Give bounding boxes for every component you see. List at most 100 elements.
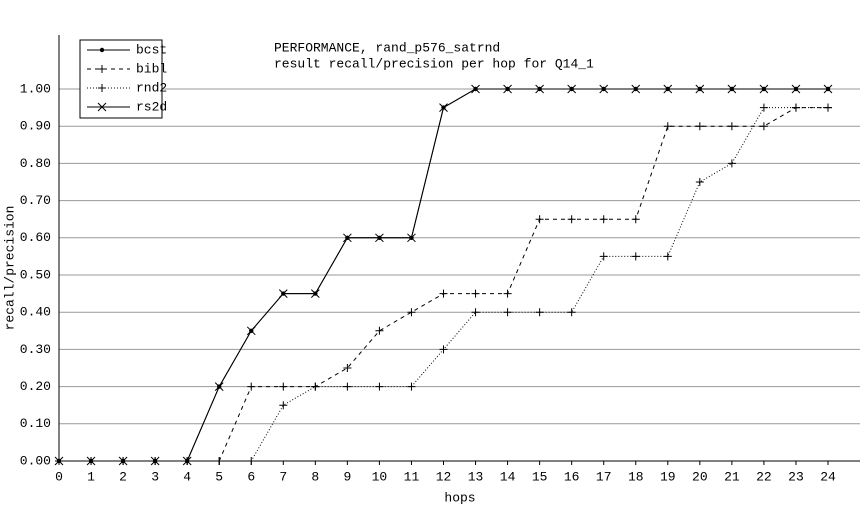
point	[439, 289, 448, 298]
x-tick-label: 7	[279, 469, 287, 484]
point	[663, 84, 673, 94]
x-tick-label: 6	[247, 469, 255, 484]
point	[599, 84, 609, 94]
point	[631, 215, 640, 224]
point	[727, 84, 737, 94]
point	[407, 308, 416, 317]
point	[375, 233, 384, 243]
legend-label: bibl	[136, 61, 167, 76]
chart-title: PERFORMANCE, rand_p576_satrnd	[274, 40, 500, 55]
point	[759, 122, 768, 131]
point	[215, 457, 224, 465]
point	[759, 103, 768, 112]
point	[567, 308, 576, 317]
point	[695, 84, 705, 94]
point	[759, 84, 769, 94]
point	[567, 215, 576, 224]
point	[824, 103, 832, 112]
series-line	[59, 107, 828, 462]
y-axis-label: recall/precision	[2, 206, 17, 331]
legend-marker	[98, 65, 106, 73]
point	[150, 456, 160, 466]
x-tick-label: 9	[343, 469, 351, 484]
y-tick-label: 0.00	[20, 453, 51, 468]
point	[631, 84, 641, 94]
point	[118, 456, 128, 466]
x-tick-label: 0	[55, 469, 63, 484]
x-tick-label: 22	[756, 469, 772, 484]
legend-marker	[98, 84, 106, 92]
point	[279, 401, 288, 410]
point	[663, 252, 672, 261]
point	[535, 308, 544, 317]
point	[407, 382, 416, 391]
chart-subtitle: result recall/precision per hop for Q14_…	[274, 56, 594, 71]
x-tick-label: 24	[820, 469, 836, 484]
x-tick-label: 14	[500, 469, 516, 484]
y-tick-label: 1.00	[20, 81, 51, 96]
point	[343, 382, 352, 391]
legend-marker	[99, 47, 105, 53]
y-tick-label: 0.90	[20, 119, 51, 134]
point	[407, 233, 416, 243]
point	[503, 84, 512, 94]
point	[182, 456, 192, 466]
point	[439, 103, 448, 112]
point	[54, 456, 64, 466]
y-tick-label: 0.20	[20, 379, 51, 394]
point	[663, 122, 672, 131]
point	[503, 308, 512, 317]
point	[823, 84, 833, 94]
point	[567, 84, 577, 94]
point	[791, 103, 800, 112]
x-tick-label: 18	[628, 469, 644, 484]
point	[727, 159, 736, 168]
point	[214, 382, 224, 391]
point	[535, 84, 544, 94]
point	[631, 252, 640, 261]
x-tick-label: 1	[87, 469, 95, 484]
x-tick-label: 11	[404, 469, 420, 484]
y-tick-label: 0.70	[20, 193, 51, 208]
point	[599, 252, 608, 261]
series-line	[59, 107, 828, 462]
x-tick-label: 23	[788, 469, 804, 484]
point	[503, 289, 512, 298]
x-tick-label: 12	[436, 469, 452, 484]
point	[471, 84, 480, 94]
point	[535, 215, 544, 224]
point	[791, 84, 801, 94]
point	[247, 457, 256, 465]
point	[343, 233, 352, 243]
x-tick-label: 13	[468, 469, 484, 484]
x-tick-label: 4	[183, 469, 191, 484]
x-tick-label: 15	[532, 469, 548, 484]
y-tick-label: 0.10	[20, 416, 51, 431]
x-tick-label: 3	[151, 469, 159, 484]
point	[375, 326, 384, 335]
point	[343, 364, 352, 372]
point	[278, 289, 288, 298]
x-tick-label: 10	[372, 469, 388, 484]
point	[246, 326, 256, 336]
legend-marker	[97, 102, 107, 112]
point	[471, 308, 480, 317]
x-tick-label: 16	[564, 469, 580, 484]
point	[695, 178, 704, 186]
x-tick-label: 21	[724, 469, 740, 484]
point	[727, 122, 736, 131]
y-tick-label: 0.60	[20, 230, 51, 245]
point	[86, 456, 96, 466]
x-tick-label: 2	[119, 469, 127, 484]
x-tick-label: 8	[311, 469, 319, 484]
legend-label: rnd2	[136, 80, 167, 95]
x-axis-label: hops	[444, 490, 475, 505]
y-tick-label: 0.30	[20, 342, 51, 357]
x-tick-label: 17	[596, 469, 612, 484]
point	[599, 215, 608, 224]
x-tick-label: 19	[660, 469, 676, 484]
point	[311, 382, 320, 391]
point	[375, 382, 384, 391]
